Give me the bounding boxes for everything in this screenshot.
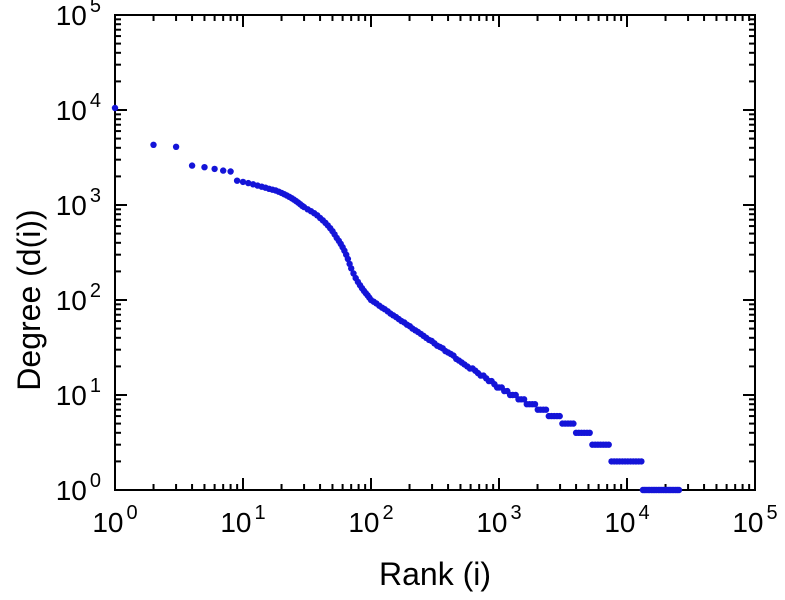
data-point — [542, 406, 550, 413]
data-point — [586, 429, 593, 436]
data-points — [111, 104, 683, 494]
y-tick-label: 10 2 — [56, 280, 101, 316]
data-point — [570, 420, 577, 427]
data-point — [150, 141, 157, 148]
data-point — [201, 164, 208, 171]
x-tick-label: 10 0 — [92, 502, 137, 538]
data-point — [172, 143, 180, 150]
axis-ticks — [114, 14, 756, 491]
data-point — [638, 458, 645, 465]
plot-border — [114, 14, 756, 491]
data-point — [220, 167, 227, 174]
data-point — [188, 162, 196, 169]
x-tick-label: 10 2 — [348, 502, 393, 538]
data-point — [520, 396, 528, 403]
data-point — [531, 401, 539, 408]
data-point — [344, 255, 352, 263]
x-tick-label: 10 4 — [604, 502, 649, 538]
data-point — [211, 165, 218, 173]
x-tick-label: 10 5 — [732, 502, 777, 538]
data-point — [233, 177, 241, 184]
data-point — [245, 179, 252, 187]
x-tick-label: 10 1 — [220, 502, 265, 538]
y-tick-label: 10 3 — [56, 185, 101, 221]
x-axis-label: Rank (i) — [379, 556, 491, 592]
y-tick-label: 10 5 — [56, 0, 101, 31]
y-tick-label: 10 4 — [56, 90, 101, 126]
y-tick-label: 10 1 — [56, 375, 101, 411]
data-point — [348, 265, 355, 272]
x-tick-label: 10 3 — [476, 502, 521, 538]
y-tick-label: 10 0 — [56, 470, 101, 506]
y-axis-label: Degree (d(i)) — [11, 209, 47, 390]
tick-labels: 10 0 10 1 10 2 10 3 10 4 10 5 10 0 10 1 10 2 10 3 10 4 10 5 — [56, 0, 778, 538]
data-point — [239, 178, 247, 186]
data-point — [111, 104, 119, 112]
data-point — [556, 412, 563, 420]
data-point — [227, 168, 234, 175]
data-point — [605, 441, 612, 448]
data-point — [675, 486, 683, 494]
